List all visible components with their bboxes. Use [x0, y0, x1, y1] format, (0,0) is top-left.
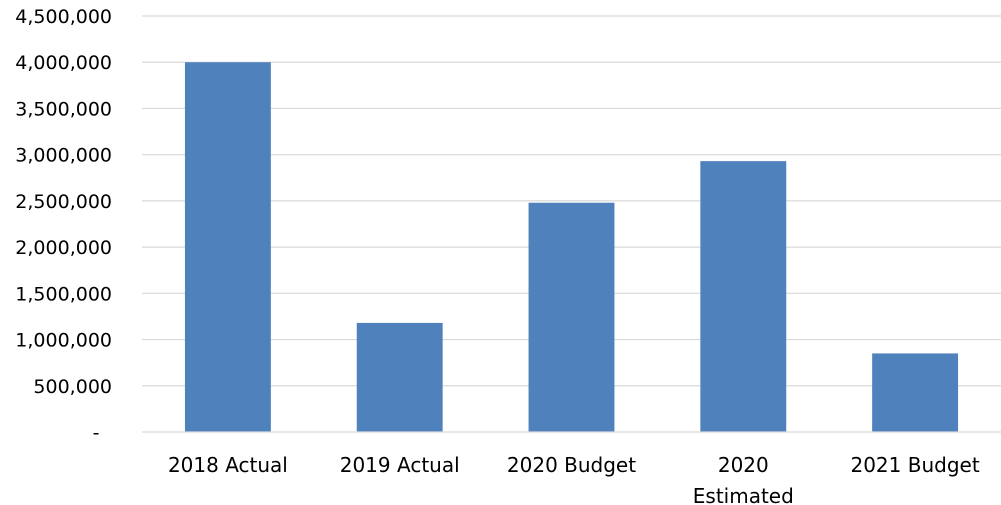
y-tick-label: 3,500,000 — [15, 98, 112, 120]
x-category-label: 2020 Budget — [507, 453, 636, 477]
y-tick-label: 4,000,000 — [15, 52, 112, 74]
y-tick-label: 4,500,000 — [15, 6, 112, 28]
gridlines — [142, 15, 1001, 387]
x-category-label: 2018 Actual — [168, 453, 288, 477]
x-category-label: 2020 — [718, 453, 769, 477]
y-tick-label: 3,000,000 — [15, 145, 112, 167]
x-category-label: 2021 Budget — [850, 453, 979, 477]
bar — [184, 62, 271, 432]
x-category-label: 2019 Actual — [340, 453, 460, 477]
y-tick-label: - — [93, 422, 100, 444]
bar — [700, 161, 787, 433]
y-tick-label: 1,000,000 — [15, 330, 112, 352]
x-axis-category-labels: 2018 Actual 2019 Actual 2020 Budget 2020 Est… — [168, 453, 980, 505]
bar — [528, 202, 615, 432]
y-tick-label: 500,000 — [33, 376, 112, 398]
y-tick-label: 1,500,000 — [15, 283, 112, 305]
y-axis-tick-labels: - 500,000 1,000,000 1,500,000 2,000,000 2,500… — [15, 6, 112, 444]
y-tick-label: 2,500,000 — [15, 191, 112, 213]
x-category-label: Estimated — [693, 484, 794, 505]
bar — [872, 353, 959, 432]
y-tick-label: 2,000,000 — [15, 237, 112, 259]
bar — [356, 322, 443, 432]
bars — [184, 62, 959, 433]
